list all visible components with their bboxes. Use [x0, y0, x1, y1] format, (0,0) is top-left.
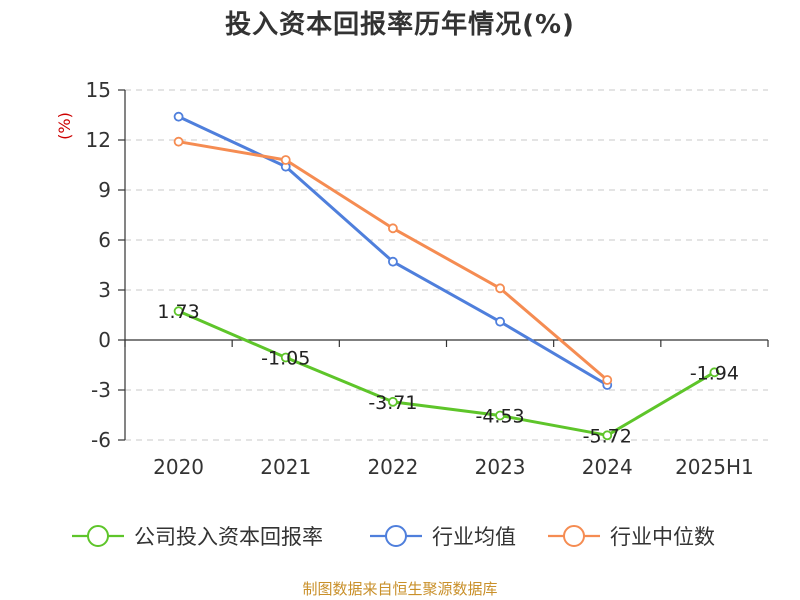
- data-label: -3.71: [368, 392, 417, 414]
- data-point: [495, 410, 505, 421]
- data-label: -1.94: [690, 362, 739, 384]
- data-labels: 1.73 -1.05 -3.71 -4.53 -5.72 -1.94: [157, 301, 739, 447]
- x-tick-label: 2025H1: [675, 455, 754, 479]
- y-axis-unit-label: (%): [55, 112, 74, 140]
- y-tick-label: -6: [91, 428, 111, 452]
- y-tick-label: 0: [98, 328, 111, 352]
- data-label: 1.73: [157, 301, 199, 323]
- data-point: [388, 256, 398, 267]
- data-point: [709, 367, 720, 378]
- data-point: [280, 155, 291, 165]
- data-point: [495, 283, 505, 294]
- data-point: [495, 316, 505, 327]
- y-tick-label: 15: [86, 78, 111, 102]
- x-tick-label: 2023: [475, 455, 526, 479]
- legend-marker: [563, 525, 585, 547]
- data-point: [173, 306, 184, 317]
- legend-label: 公司投入资本回报率: [134, 525, 323, 549]
- legend-label: 行业中位数: [610, 525, 715, 549]
- data-point: [280, 352, 291, 363]
- x-tick-label: 2024: [582, 455, 633, 479]
- chart-title: 投入资本回报率历年情况(%): [225, 10, 575, 40]
- data-point: [173, 136, 184, 147]
- data-label: -1.05: [261, 348, 310, 370]
- data-point: [602, 430, 613, 441]
- data-point: [388, 396, 398, 407]
- series-line-1: [177, 115, 609, 387]
- series-lines: [173, 111, 720, 441]
- y-tick-label: -3: [91, 378, 111, 402]
- legend-marker: [87, 525, 109, 547]
- data-point: [388, 223, 398, 234]
- y-tick-label: 9: [98, 178, 111, 202]
- legend-marker: [385, 525, 407, 547]
- y-tick-label: 6: [98, 228, 111, 252]
- x-tick-label: 2022: [367, 455, 418, 479]
- legend: 公司投入资本回报率 行业均值 行业中位数: [72, 525, 715, 549]
- y-tick-label: 3: [98, 278, 111, 302]
- data-source-note: 制图数据来自恒生聚源数据库: [302, 580, 498, 598]
- data-label: -5.72: [583, 425, 632, 447]
- legend-label: 行业均值: [432, 525, 516, 549]
- data-label: -4.53: [475, 406, 524, 428]
- series-line-0: [177, 309, 716, 437]
- data-point: [173, 111, 184, 122]
- x-tick-label: 2020: [153, 455, 204, 479]
- axes: 15 12 9 6 3 0 -3 -6 2020 2021 2022 2023 2024 2025H1 (%…: [55, 78, 769, 479]
- grid-lines: [125, 89, 768, 441]
- y-tick-label: 12: [86, 128, 111, 152]
- x-tick-label: 2021: [260, 455, 311, 479]
- data-point: [602, 375, 613, 385]
